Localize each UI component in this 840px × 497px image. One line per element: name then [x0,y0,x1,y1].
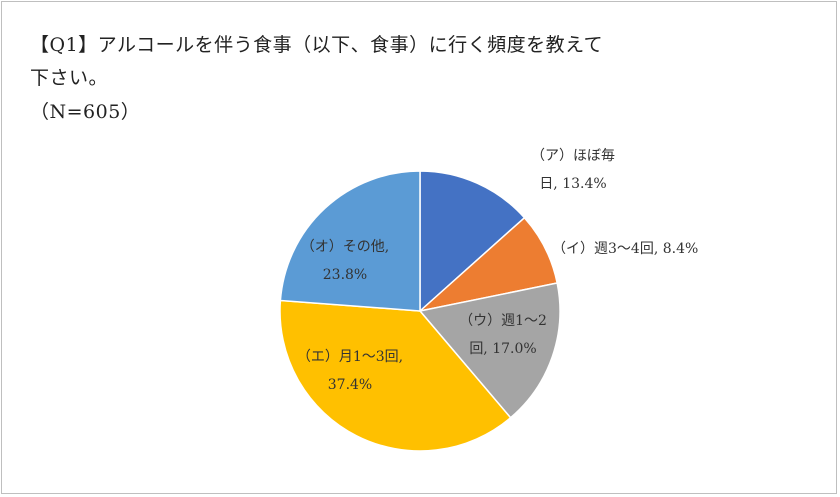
slice-label-line: （イ）週3～4回, 8.4% [552,241,698,257]
pie-slice-5 [279,170,421,312]
slice-label-3: （ウ）週1～2 回, 17.0% [459,313,547,357]
slice-label-line: （ウ）週1～2 [459,313,547,329]
slice-label-line: 回, 17.0% [469,341,536,357]
slice-label-line: 日, 13.4% [539,176,606,192]
pie-slice-1 [419,170,526,313]
slice-label-2: （イ）週3～4回, 8.4% [552,241,698,257]
slice-label-line: 23.8% [323,267,367,283]
chart-title-continued: 下さい。 [30,67,109,89]
chart-title: 【Q1】アルコールを伴う食事（以下、食事）に行く頻度を教えて [30,34,604,56]
sample-size: （N=605） [30,101,141,123]
slice-label-4: （エ）月1～3回, 37.4% [297,349,403,393]
slice-label-5: （オ）その他, 23.8% [301,239,389,283]
slice-label-1: （ア）ほぼ毎日, 13.4% [531,148,615,192]
pie-slice-3 [418,282,561,419]
slice-label-line: （エ）月1～3回, [297,349,403,365]
slice-label-line: （ア）ほぼ毎 [531,148,615,164]
slice-label-line: （オ）その他, [301,239,389,255]
pie-slice-4 [279,299,512,452]
slice-label-line: 37.4% [328,377,372,393]
